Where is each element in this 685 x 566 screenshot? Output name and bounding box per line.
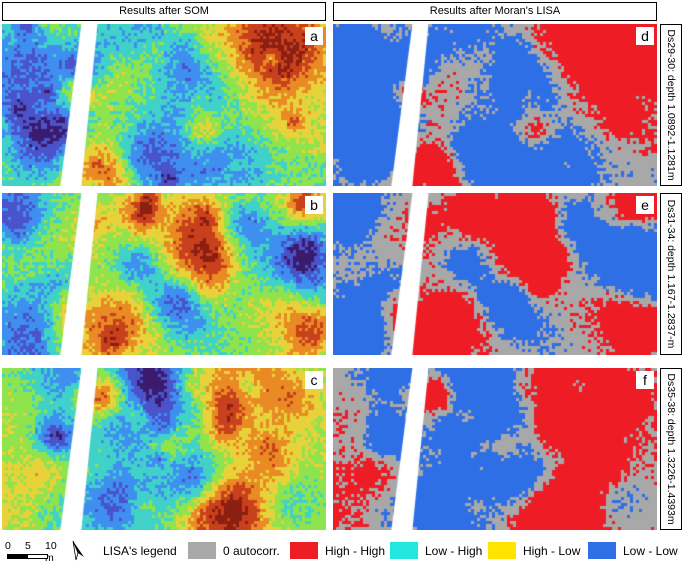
panel-letter-e: e [636,196,654,214]
som-map-b [2,193,326,355]
legend-label: High - Low [523,544,581,558]
north-arrow-icon [70,539,86,561]
depth-label-row-3: Ds35-38: depth 1.3226-1.4393m [660,368,682,530]
legend-swatch [290,542,318,559]
scale-tick-0: 0 [5,540,11,552]
legend-label: 0 autocorr. [223,544,280,558]
legend-title: LISA's legend [103,544,177,558]
depth-label-row-2: Ds31-34: depth 1.167-1.2837-m [660,193,682,355]
som-map-panel-b: b [2,193,326,355]
panel-letter-d: d [636,27,654,45]
som-map-panel-c: c [2,368,326,530]
lisa-map-panel-f: f [333,368,657,530]
scale-tick-10: 10 m [45,540,57,564]
som-column-header: Results after SOM [2,2,326,21]
lisa-map-panel-d: d [333,24,657,186]
legend-swatch [188,542,216,559]
legend-label: Low - High [425,544,483,558]
som-map-panel-a: a [2,24,326,186]
som-map-c [2,368,326,530]
depth-label-row-1: Ds29-30: depth 1.0892-1.1281m [660,24,682,186]
lisa-map-panel-e: e [333,193,657,355]
panel-letter-f: f [636,371,654,389]
scale-bar: 0 5 10 m [5,540,65,564]
legend-label: High - High [325,544,386,558]
lisa-map-d [333,24,657,186]
panel-letter-b: b [305,196,323,214]
depth-label-text-2: Ds31-34: depth 1.167-1.2837-m [665,199,677,349]
legend-swatch [488,542,516,559]
legend-swatch [588,542,616,559]
lisa-map-e [333,193,657,355]
lisa-map-f [333,368,657,530]
depth-label-text-3: Ds35-38: depth 1.3226-1.4393m [665,373,677,525]
som-map-a [2,24,326,186]
scale-bar-segment-dark [7,554,28,559]
legend-swatch [390,542,418,559]
scale-tick-5: 5 [25,540,31,552]
scale-bar-segment-light [27,554,48,559]
depth-label-text-1: Ds29-30: depth 1.0892-1.1281m [665,29,677,181]
lisa-column-header: Results after Moran's LISA [333,2,657,21]
panel-letter-a: a [305,27,323,45]
legend-label: Low - Low [623,544,678,558]
panel-letter-c: c [305,371,323,389]
